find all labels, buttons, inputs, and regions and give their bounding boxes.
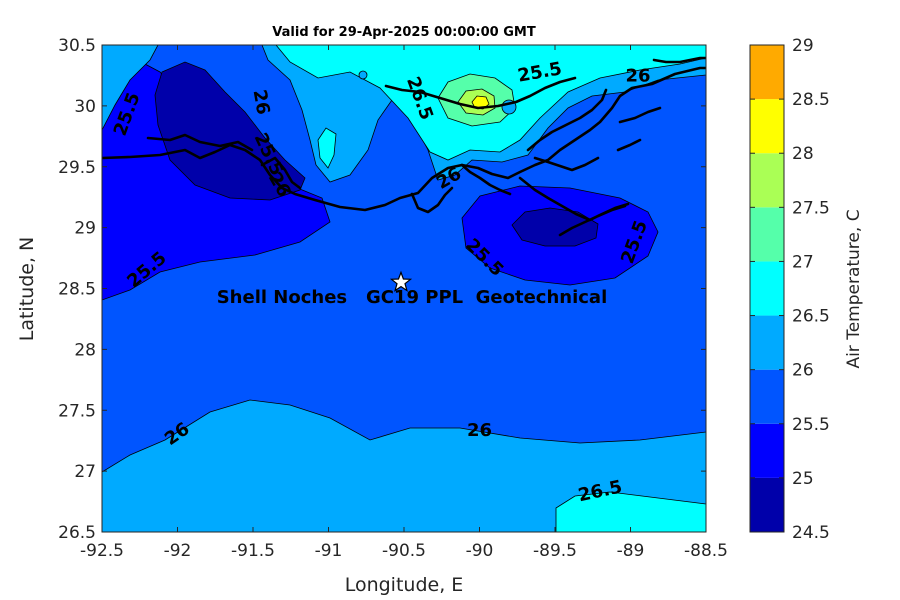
y-tick-label: 29.5	[58, 158, 96, 178]
y-tick-label: 28.5	[58, 280, 96, 300]
x-axis-label: Longitude, E	[345, 574, 464, 596]
site-marker-star	[389, 270, 413, 292]
colorbar-segment	[750, 423, 784, 478]
colorbar-segment	[750, 261, 784, 316]
y-tick-label: 26.5	[58, 523, 96, 543]
chart-title: Valid for 29-Apr-2025 00:00:00 GMT	[272, 25, 536, 40]
x-tick-label: -90.5	[382, 541, 426, 561]
colorbar-tick-label: 29	[792, 36, 814, 56]
colorbar-ticks: 24.5 25 25.5 26 26.5 27 27.5 28 28.5 29	[750, 36, 830, 543]
colorbar-tick-label: 25	[792, 469, 814, 489]
y-axis-ticks: 26.5 27 27.5 28 28.5 29 29.5 30 30.5	[58, 36, 706, 543]
contour-label: 26	[626, 66, 651, 87]
star-marker	[389, 270, 413, 292]
colorbar-tick-label: 25.5	[792, 415, 830, 435]
x-tick-label: -89	[617, 541, 645, 561]
colorbar-segment	[750, 207, 784, 262]
colorbar	[750, 45, 784, 532]
x-tick-label: -88.5	[684, 541, 728, 561]
y-tick-label: 27	[74, 462, 96, 482]
x-tick-label: -90	[466, 541, 494, 561]
site-annotation: Shell Noches GC19 PPL Geotechnical	[217, 287, 608, 308]
colorbar-frame	[749, 44, 785, 533]
colorbar-tick-label: 27.5	[792, 198, 830, 218]
x-axis-ticks: -92.5 -92 -91.5 -91 -90.5 -90 -89.5 -89 -88.5	[80, 45, 728, 561]
y-tick-label: 30.5	[58, 36, 96, 56]
field-band-26.5-27-drop	[317, 127, 337, 169]
colorbar-label: Air Temperature, C	[844, 209, 864, 368]
contour-label: 26	[249, 88, 274, 116]
colorbar-tick-label: 24.5	[792, 523, 830, 543]
field-band-24.5-25	[154, 61, 306, 201]
field-band-26-26.5	[102, 399, 706, 532]
field-band-24.5-25-east	[511, 207, 599, 247]
x-tick-label: -89.5	[533, 541, 577, 561]
colorbar-segment	[750, 315, 784, 370]
y-tick-label: 27.5	[58, 401, 96, 421]
x-tick-label: -91	[315, 541, 343, 561]
contour-label: 26	[467, 420, 492, 441]
colorbar-segment	[750, 153, 784, 208]
colorbar-tick-label: 26	[792, 361, 814, 381]
x-tick-label: -92	[164, 541, 192, 561]
colorbar-tick-label: 26.5	[792, 307, 830, 327]
colorbar-tick-label: 28	[792, 144, 814, 164]
y-tick-label: 30	[74, 97, 96, 117]
colorbar-segment	[750, 45, 784, 100]
x-tick-label: -92.5	[80, 541, 124, 561]
field-band-26-26.5-spot2	[358, 70, 368, 80]
y-axis-label: Latitude, N	[16, 237, 38, 342]
colorbar-tick-label: 28.5	[792, 90, 830, 110]
field-band-26.5-27	[555, 491, 706, 532]
colorbar-tick-label: 27	[792, 252, 814, 272]
colorbar-segment	[750, 99, 784, 154]
y-tick-label: 29	[74, 219, 96, 239]
field-band-26-26.5-west	[102, 45, 159, 131]
x-tick-label: -91.5	[231, 541, 275, 561]
y-tick-label: 28	[74, 340, 96, 360]
colorbar-segment	[750, 369, 784, 424]
coastline	[102, 56, 706, 237]
colorbar-segment	[750, 477, 784, 532]
